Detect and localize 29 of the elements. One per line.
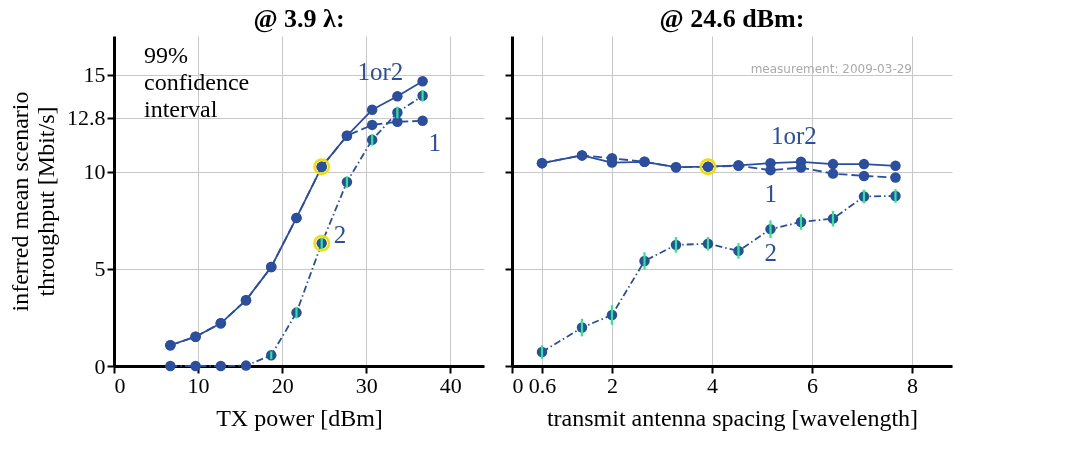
y-tick-label: 12.8 — [67, 105, 106, 131]
x-tick-label: 0 — [512, 372, 524, 398]
x-tick-label: 40 — [439, 372, 462, 398]
series-label: 1 — [764, 180, 777, 208]
annotation: 99% confidence interval — [144, 42, 250, 122]
x-tick-label: 10 — [187, 372, 210, 398]
y-tick-label: 0 — [94, 353, 106, 379]
series-label: 1or2 — [357, 58, 404, 86]
x-tick-label: 2 — [607, 372, 618, 398]
chart-title: @ 3.9 λ: — [253, 4, 345, 33]
x-tick-label: 8 — [907, 372, 918, 398]
y-tick-label: 15 — [83, 62, 106, 88]
x-tick-label: 0 — [114, 372, 126, 398]
series-label: 1 — [428, 128, 442, 156]
annotation: measurement: 2009-03-29 — [750, 62, 912, 76]
chart-title: @ 24.6 dBm: — [659, 4, 805, 33]
x-tick-label: 0.6 — [528, 372, 557, 398]
x-tick-label: 30 — [355, 372, 378, 398]
x-tick-label: 6 — [807, 372, 818, 398]
x-tick-label: 20 — [271, 372, 294, 398]
series-label: 2 — [333, 221, 347, 249]
y-tick-label: 5 — [94, 256, 106, 282]
y-axis-title: inferred mean scenario throughput [Mbit/s] — [7, 91, 59, 312]
series-label: 1or2 — [771, 121, 817, 149]
y-tick-label: 10 — [83, 159, 106, 185]
series-label: 2 — [764, 239, 777, 267]
x-axis-title: TX power [dBm] — [216, 404, 383, 431]
x-axis-title: transmit antenna spacing [wavelength] — [546, 404, 919, 431]
x-tick-label: 4 — [707, 372, 718, 398]
